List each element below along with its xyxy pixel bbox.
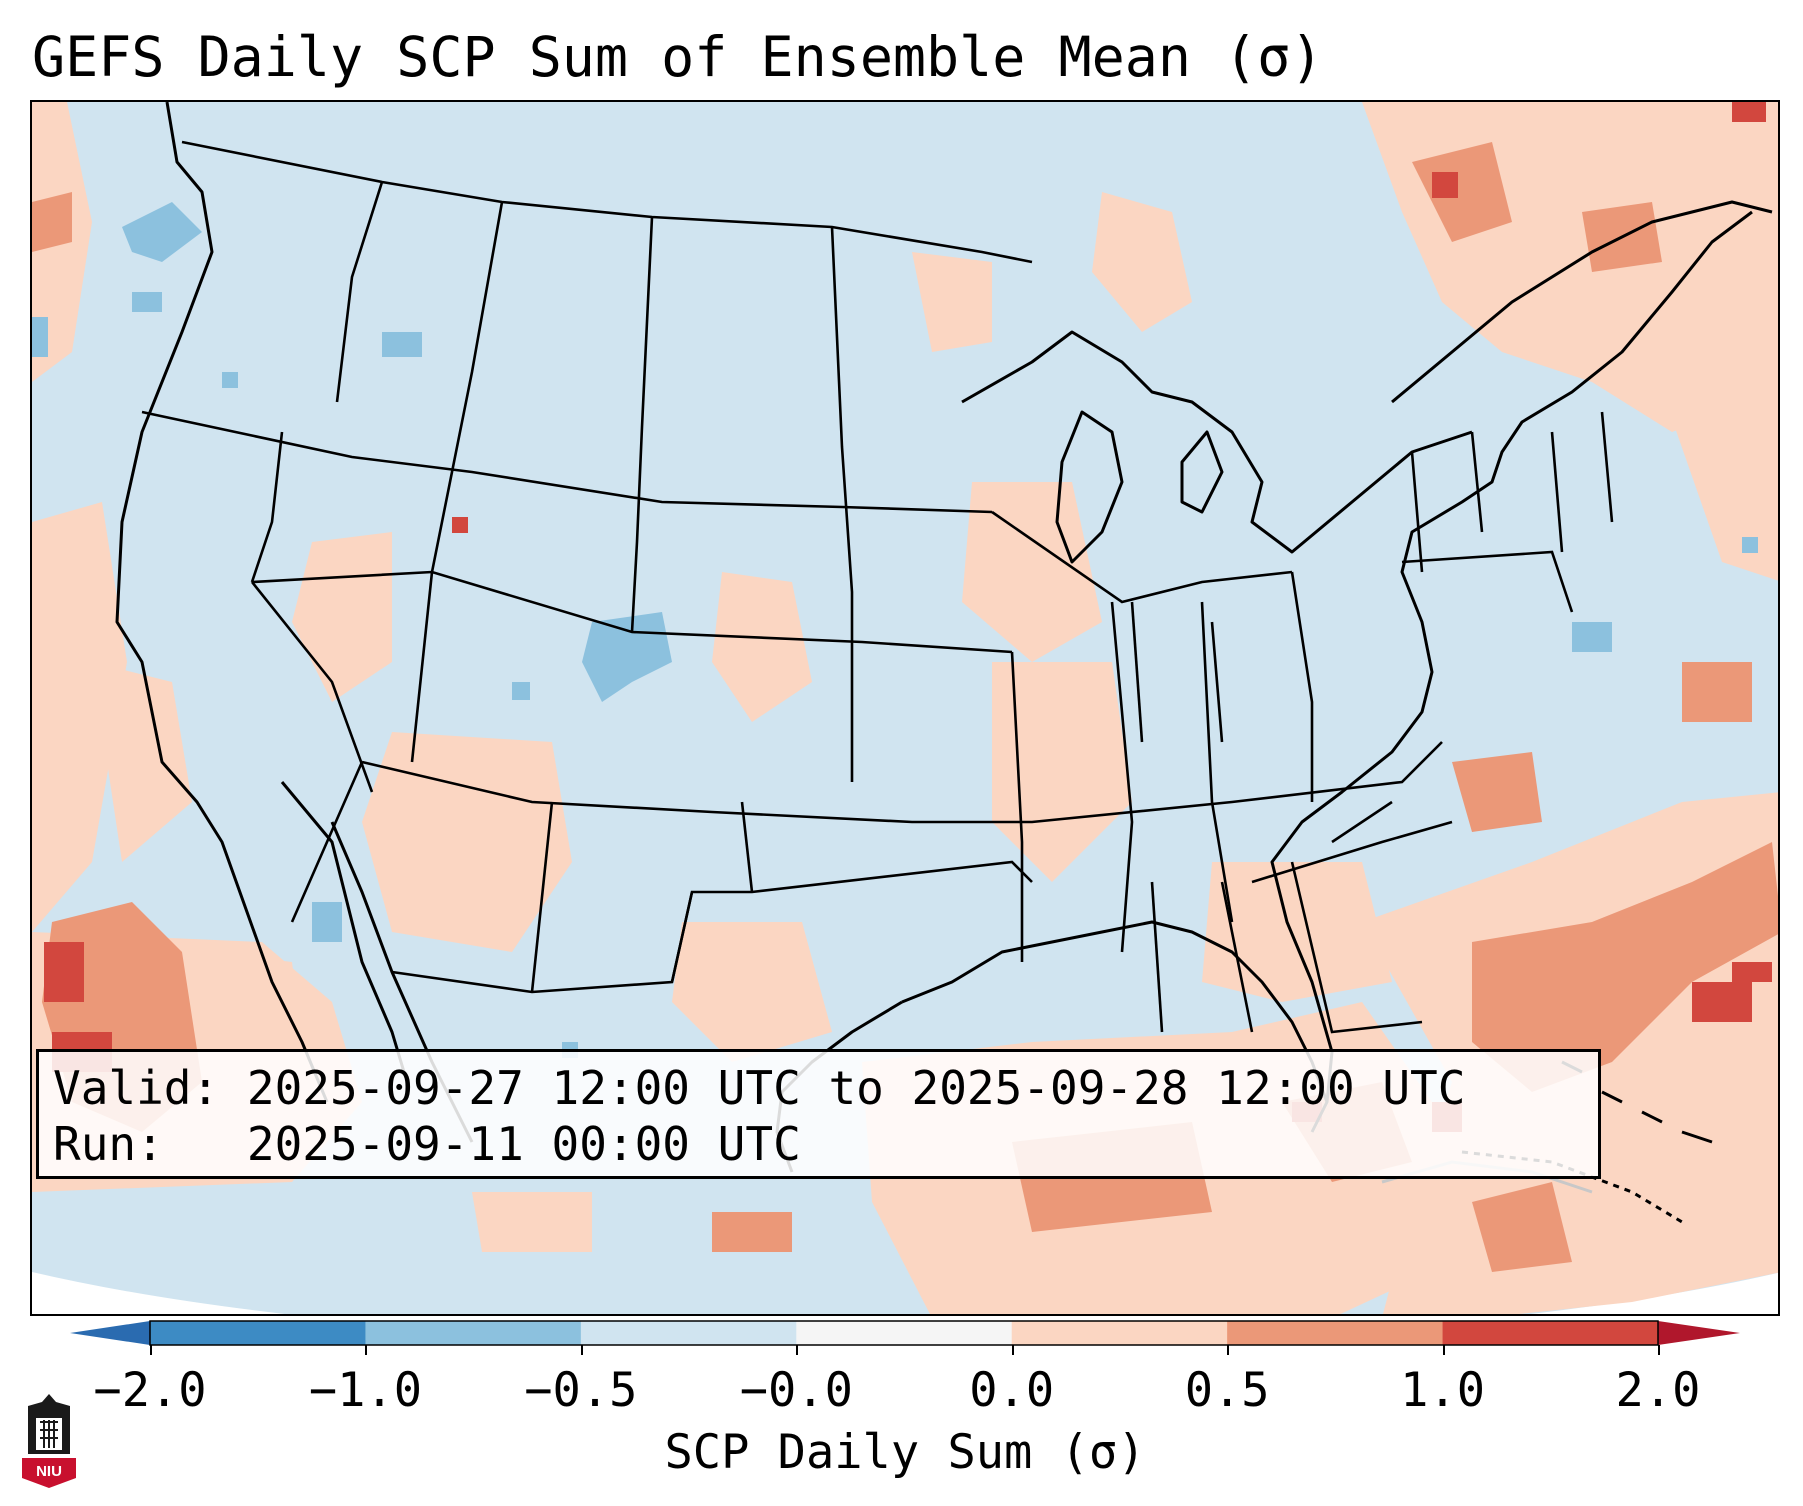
colorbar-bin — [580, 1321, 797, 1345]
colorbar-tick-mark — [365, 1345, 368, 1355]
valid-run-box: Valid: 2025-09-27 12:00 UTC to 2025-09-2… — [36, 1049, 1601, 1179]
colorbar-tick-label: −1.0 — [308, 1363, 423, 1418]
colorbar — [70, 1320, 1740, 1346]
chart-title: GEFS Daily SCP Sum of Ensemble Mean (σ) — [32, 25, 1324, 89]
colorbar-tick-mark — [1011, 1345, 1014, 1355]
colorbar-bin — [1442, 1321, 1659, 1345]
colorbar-bin — [365, 1321, 582, 1345]
colorbar-tick-label: −2.0 — [93, 1363, 207, 1418]
run-label: Run: — [53, 1117, 164, 1171]
colorbar-bins — [150, 1321, 1659, 1345]
colorbar-tick-label: 0.0 — [969, 1363, 1055, 1418]
colorbar-label: SCP Daily Sum (σ) — [664, 1425, 1146, 1480]
colorbar-bin — [150, 1321, 366, 1345]
colorbar-tick-label: 1.0 — [1400, 1363, 1486, 1418]
colorbar-tick-label: 0.5 — [1184, 1363, 1270, 1418]
colorbar-tick-label: 2.0 — [1615, 1363, 1701, 1418]
colorbar-tick-label: −0.5 — [524, 1363, 638, 1418]
colorbar-frame — [149, 1320, 1659, 1346]
colorbar-tick-label: −0.0 — [739, 1363, 853, 1418]
colorbar-tick-mark — [580, 1345, 583, 1355]
valid-value: 2025-09-27 12:00 UTC to 2025-09-28 12:00… — [246, 1061, 1466, 1115]
colorbar-extend-high — [1658, 1321, 1740, 1345]
colorbar-tick-mark — [1658, 1345, 1660, 1355]
colorbar-tick-mark — [150, 1345, 152, 1355]
colorbar-extend-low — [70, 1321, 150, 1345]
colorbar-bin — [1227, 1321, 1444, 1345]
run-value: 2025-09-11 00:00 UTC — [246, 1117, 801, 1171]
state-borders — [141, 140, 1614, 1034]
colorbar-bin — [796, 1321, 1013, 1345]
logo-text: NIU — [36, 1463, 62, 1480]
niu-logo: NIU — [22, 1394, 76, 1488]
projection-edge — [32, 1272, 1778, 1314]
colorbar-tick-mark — [1227, 1345, 1230, 1355]
colorbar-tick-mark — [796, 1345, 799, 1355]
colorbar-bin — [1011, 1321, 1228, 1345]
valid-label: Valid: — [53, 1061, 220, 1115]
colorbar-tick-mark — [1442, 1345, 1445, 1355]
